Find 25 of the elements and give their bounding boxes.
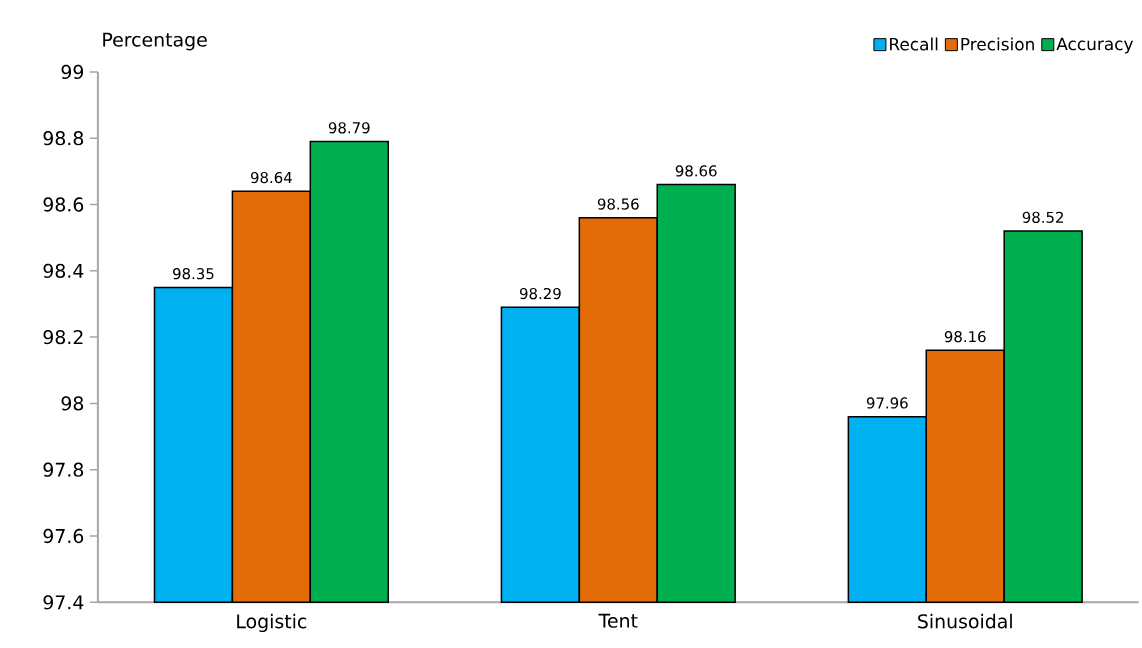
- data-label: 98.64: [250, 171, 292, 184]
- y-tick-label: 98.8: [43, 130, 84, 146]
- x-tick-label: Sinusoidal: [918, 613, 1012, 629]
- y-tick-label: 99: [61, 64, 84, 79]
- legend-label: Accuracy: [1056, 37, 1134, 54]
- y-tick-label: 98.6: [43, 197, 84, 212]
- data-label: 98.56: [597, 198, 639, 210]
- data-label: 98.66: [675, 165, 717, 177]
- data-label: 98.52: [1022, 211, 1063, 223]
- y-tick-label: 98: [61, 396, 84, 411]
- data-label: 98.29: [519, 287, 561, 300]
- y-axis-title: Percentage: [103, 32, 207, 51]
- data-label: 98.79: [328, 122, 370, 134]
- y-tick-label: 97.6: [43, 528, 84, 544]
- x-tick-label: Tent: [598, 613, 638, 628]
- y-tick-label: 97.4: [43, 595, 84, 610]
- legend-label: Recall: [890, 37, 938, 51]
- y-tick-label: 98.4: [43, 263, 84, 278]
- x-tick-label: Logistic: [237, 613, 307, 632]
- data-label: 97.96: [866, 397, 908, 409]
- data-label: 98.16: [944, 330, 986, 343]
- y-tick-label: 97.8: [43, 462, 84, 477]
- legend-label: Precision: [961, 37, 1034, 51]
- y-tick-label: 98.2: [43, 329, 83, 345]
- data-label: 98.35: [173, 267, 214, 280]
